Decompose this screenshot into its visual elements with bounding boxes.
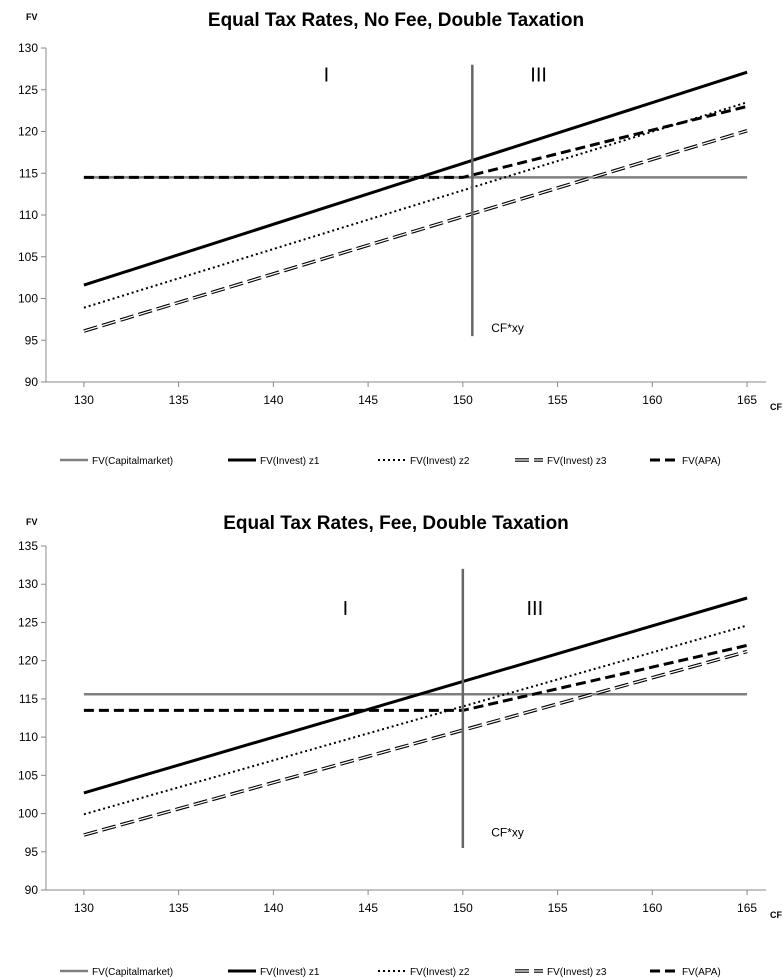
annotation-label: CF*xy: [491, 321, 524, 335]
y-tick-label: 90: [25, 375, 39, 389]
x-tick-label: 135: [169, 901, 189, 915]
x-axis-label: CF: [770, 910, 782, 920]
series-line-4: [83, 643, 748, 712]
legend-label: FV(Invest) z1: [260, 456, 320, 467]
y-axis-label: FV: [26, 12, 38, 22]
region-label: III: [527, 598, 544, 620]
legend-label: FV(Invest) z3: [547, 967, 607, 978]
x-tick-label: 150: [453, 393, 473, 407]
series-line-1: [83, 596, 748, 795]
x-tick-label: 165: [737, 901, 757, 915]
legend-label: FV(Invest) z2: [410, 456, 470, 467]
y-tick-label: 110: [19, 730, 38, 744]
x-tick-label: 130: [74, 393, 94, 407]
y-tick-label: 105: [18, 250, 38, 264]
legend-label: FV(APA): [682, 456, 721, 467]
x-tick-label: 160: [642, 901, 662, 915]
x-axis-label: CF: [770, 402, 782, 412]
y-tick-label: 125: [18, 615, 38, 629]
series-line-4: [83, 104, 748, 179]
series-line-2: [83, 624, 748, 816]
y-tick-label: 130: [18, 577, 38, 591]
y-tick-label: 95: [25, 333, 39, 347]
chart-1: Equal Tax Rates, No Fee, Double Taxation…: [18, 10, 783, 467]
series-line-2: [83, 101, 748, 309]
x-tick-label: 145: [358, 393, 378, 407]
region-label: I: [343, 598, 349, 620]
y-tick-label: 115: [19, 166, 38, 180]
y-tick-label: 90: [25, 883, 39, 897]
x-tick-label: 140: [263, 393, 283, 407]
y-tick-label: 130: [18, 41, 38, 55]
series-line-3-inner: [83, 650, 748, 836]
y-tick-label: 110: [19, 208, 38, 222]
y-tick-label: 125: [18, 83, 38, 97]
y-tick-label: 115: [19, 692, 38, 706]
x-tick-label: 155: [548, 901, 568, 915]
y-tick-label: 100: [18, 292, 38, 306]
x-tick-label: 150: [453, 901, 473, 915]
x-tick-label: 135: [169, 393, 189, 407]
x-tick-label: 145: [358, 901, 378, 915]
legend-label: FV(Capitalmarket): [92, 967, 173, 978]
y-tick-label: 135: [18, 539, 38, 553]
y-tick-label: 95: [25, 845, 39, 859]
region-label: I: [324, 64, 330, 86]
y-tick-label: 120: [18, 654, 38, 668]
region-label: III: [530, 64, 547, 86]
chart-title: Equal Tax Rates, Fee, Double Taxation: [223, 513, 569, 534]
x-tick-label: 130: [74, 901, 94, 915]
x-tick-label: 165: [737, 393, 757, 407]
y-tick-label: 100: [18, 807, 38, 821]
legend-label: FV(Capitalmarket): [92, 456, 173, 467]
legend-label: FV(APA): [682, 967, 721, 978]
x-tick-label: 160: [642, 393, 662, 407]
chart-2: Equal Tax Rates, Fee, Double Taxation FV 9…: [18, 513, 783, 978]
chart-title: Equal Tax Rates, No Fee, Double Taxation: [208, 10, 584, 31]
legend-label: FV(Invest) z3: [547, 456, 607, 467]
y-tick-label: 120: [18, 125, 38, 139]
x-tick-label: 140: [263, 901, 283, 915]
legend-label: FV(Invest) z2: [410, 967, 470, 978]
annotation-label: CF*xy: [491, 825, 524, 839]
series-line-3-inner: [83, 130, 748, 332]
legend-label: FV(Invest) z1: [260, 967, 320, 978]
y-tick-label: 105: [18, 768, 38, 782]
x-tick-label: 155: [548, 393, 568, 407]
y-axis-label: FV: [26, 517, 38, 527]
